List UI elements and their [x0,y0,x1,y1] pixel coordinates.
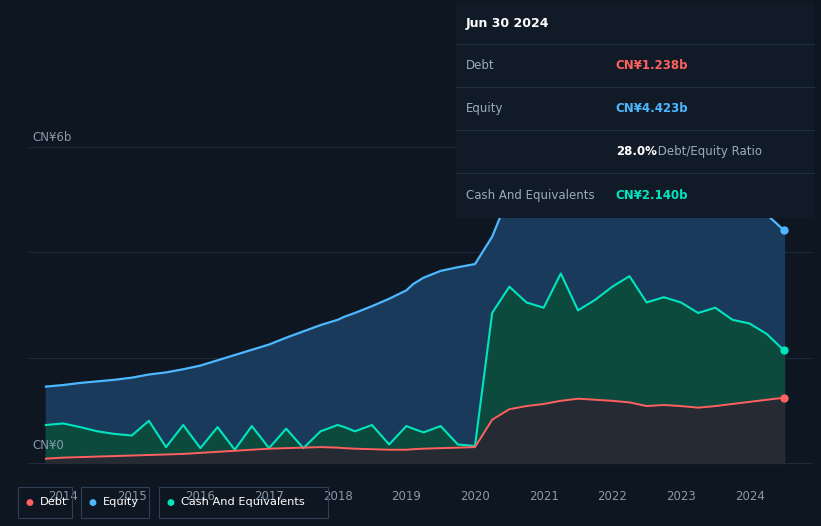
Text: ●: ● [167,498,175,507]
Text: CN¥2.140b: CN¥2.140b [616,189,688,202]
Text: 2014: 2014 [48,490,78,503]
Text: ●: ● [25,498,34,507]
Text: Equity: Equity [466,102,503,115]
Text: ●: ● [89,498,97,507]
Text: Debt/Equity Ratio: Debt/Equity Ratio [654,145,762,158]
Text: Debt: Debt [466,59,494,72]
Text: 2023: 2023 [666,490,696,503]
Text: 2024: 2024 [735,490,764,503]
Text: 2019: 2019 [392,490,421,503]
Text: CN¥1.238b: CN¥1.238b [616,59,688,72]
Text: 28.0%: 28.0% [616,145,657,158]
Text: 2016: 2016 [186,490,215,503]
Text: 2020: 2020 [460,490,490,503]
Text: CN¥0: CN¥0 [33,439,64,452]
Text: Cash And Equivalents: Cash And Equivalents [181,497,305,508]
Text: 2018: 2018 [323,490,352,503]
Text: Equity: Equity [103,497,139,508]
Text: CN¥4.423b: CN¥4.423b [616,102,688,115]
Text: 2022: 2022 [598,490,627,503]
Text: Cash And Equivalents: Cash And Equivalents [466,189,594,202]
Text: 2021: 2021 [529,490,558,503]
Text: CN¥6b: CN¥6b [33,132,72,144]
Text: 2017: 2017 [254,490,284,503]
Text: Jun 30 2024: Jun 30 2024 [466,17,549,29]
Text: 2015: 2015 [117,490,147,503]
Text: Debt: Debt [39,497,67,508]
